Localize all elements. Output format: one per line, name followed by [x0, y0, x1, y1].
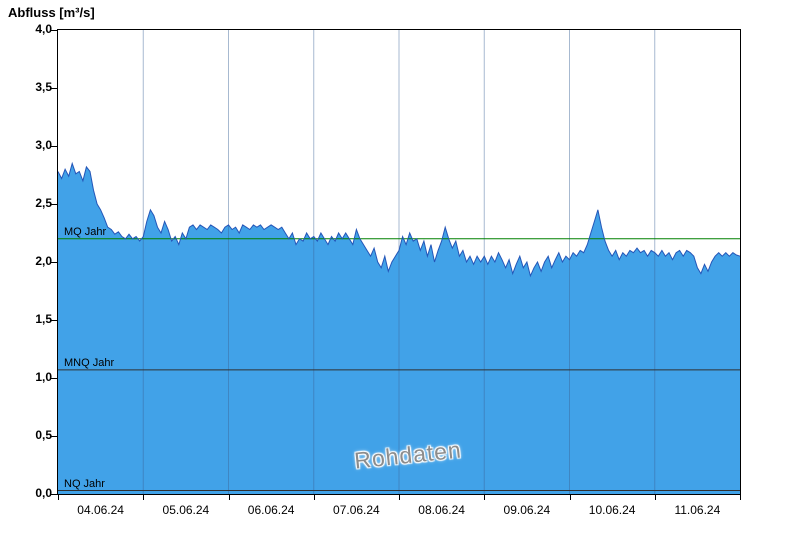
y-tick-label: 2,5 — [35, 196, 52, 210]
discharge-line — [58, 161, 740, 278]
x-tick-mark — [484, 495, 486, 500]
y-tick-label: 4,0 — [35, 22, 52, 36]
x-tick-label: 11.06.24 — [674, 503, 721, 517]
x-tick-mark — [143, 495, 145, 500]
y-tick-label: 1,5 — [35, 312, 52, 326]
y-tick-label: 0,0 — [35, 486, 52, 500]
discharge-area — [58, 163, 740, 494]
y-tick-label: 2,0 — [35, 254, 52, 268]
y-tick-mark — [51, 436, 57, 437]
nq-jahr-label: NQ Jahr — [64, 477, 105, 490]
x-tick-mark — [313, 495, 315, 500]
x-tick-label: 08.06.24 — [418, 503, 465, 517]
y-tick-mark — [51, 88, 57, 89]
mq-jahr-label: MQ Jahr — [64, 225, 107, 238]
plot-area: MQ Jahr MNQ Jahr NQ Jahr Rohdaten — [57, 29, 741, 495]
x-tick-label: 07.06.24 — [333, 503, 380, 517]
x-tick-label: 06.06.24 — [247, 503, 295, 517]
x-tick-mark — [58, 495, 59, 500]
x-tick-mark — [654, 495, 656, 500]
x-tick-label: 09.06.24 — [503, 503, 551, 517]
plot-canvas — [58, 30, 740, 494]
x-tick-mark — [399, 495, 400, 500]
y-tick-mark — [51, 146, 57, 147]
y-tick-label: 3,5 — [35, 80, 52, 94]
y-tick-mark — [51, 30, 57, 31]
y-tick-mark — [51, 262, 57, 263]
y-tick-label: 0,5 — [35, 428, 52, 442]
mnq-jahr-label: MNQ Jahr — [64, 356, 115, 369]
x-tick-label: 05.06.24 — [162, 503, 210, 517]
x-tick-mark — [740, 495, 741, 500]
x-tick-mark — [228, 495, 230, 500]
y-tick-mark — [51, 320, 57, 321]
x-tick-label: 10.06.24 — [588, 503, 636, 517]
chart-title: Abfluss [m³/s] — [8, 5, 95, 20]
x-tick-label: 04.06.24 — [77, 503, 124, 517]
y-tick-mark — [51, 494, 57, 495]
y-tick-label: 1,0 — [35, 370, 52, 384]
y-tick-label: 3,0 — [35, 138, 52, 152]
y-tick-mark — [51, 378, 57, 379]
x-tick-mark — [569, 495, 571, 500]
y-tick-mark — [51, 204, 57, 205]
